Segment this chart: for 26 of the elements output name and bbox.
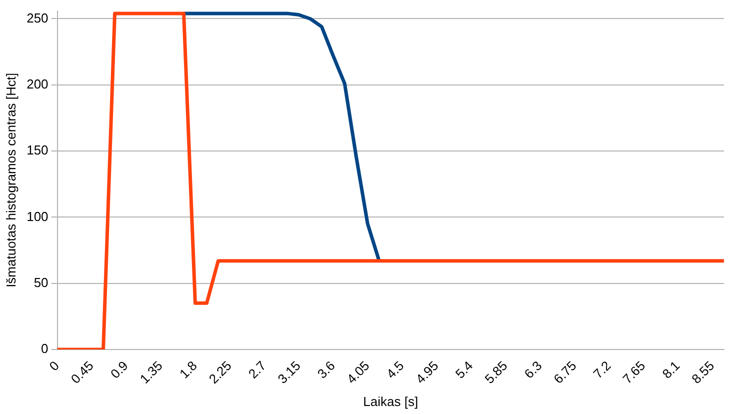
x-tick-label: 7.65 — [620, 358, 648, 387]
x-tick-label: 7.2 — [590, 358, 614, 382]
x-tick-label: 8.55 — [688, 358, 718, 387]
y-tick-label: 250 — [26, 10, 48, 26]
y-tick-label: 150 — [26, 142, 48, 158]
x-tick-label: 4.95 — [412, 358, 442, 387]
y-axis-title: Išmatuotas histogramos centras [Hct] — [3, 72, 18, 288]
x-tick-label: 0.9 — [108, 358, 131, 382]
x-axis-title: Laikas [s] — [363, 394, 418, 409]
y-tick-label: 100 — [26, 208, 48, 224]
x-tick-label: 6.75 — [550, 358, 580, 387]
y-tick-label: 0 — [41, 341, 48, 356]
x-tick-label: 4.5 — [383, 358, 407, 382]
x-tick-label: 4.05 — [344, 358, 372, 387]
x-tick-label: 6.3 — [521, 358, 545, 382]
y-tick-label: 200 — [26, 76, 48, 92]
y-tick-label: 50 — [34, 274, 48, 290]
x-tick-label: 3.6 — [314, 358, 338, 382]
x-tick-label: 3.15 — [274, 358, 304, 387]
x-tick-label: 1.8 — [176, 358, 200, 382]
x-tick-label: 5.85 — [482, 358, 510, 387]
x-tick-label: 0.45 — [68, 358, 96, 387]
x-tick-label: 5.4 — [452, 358, 476, 382]
x-tick-label: 0 — [46, 358, 62, 374]
x-tick-label: 2.7 — [245, 358, 269, 382]
x-tick-label: 8.1 — [659, 358, 683, 382]
